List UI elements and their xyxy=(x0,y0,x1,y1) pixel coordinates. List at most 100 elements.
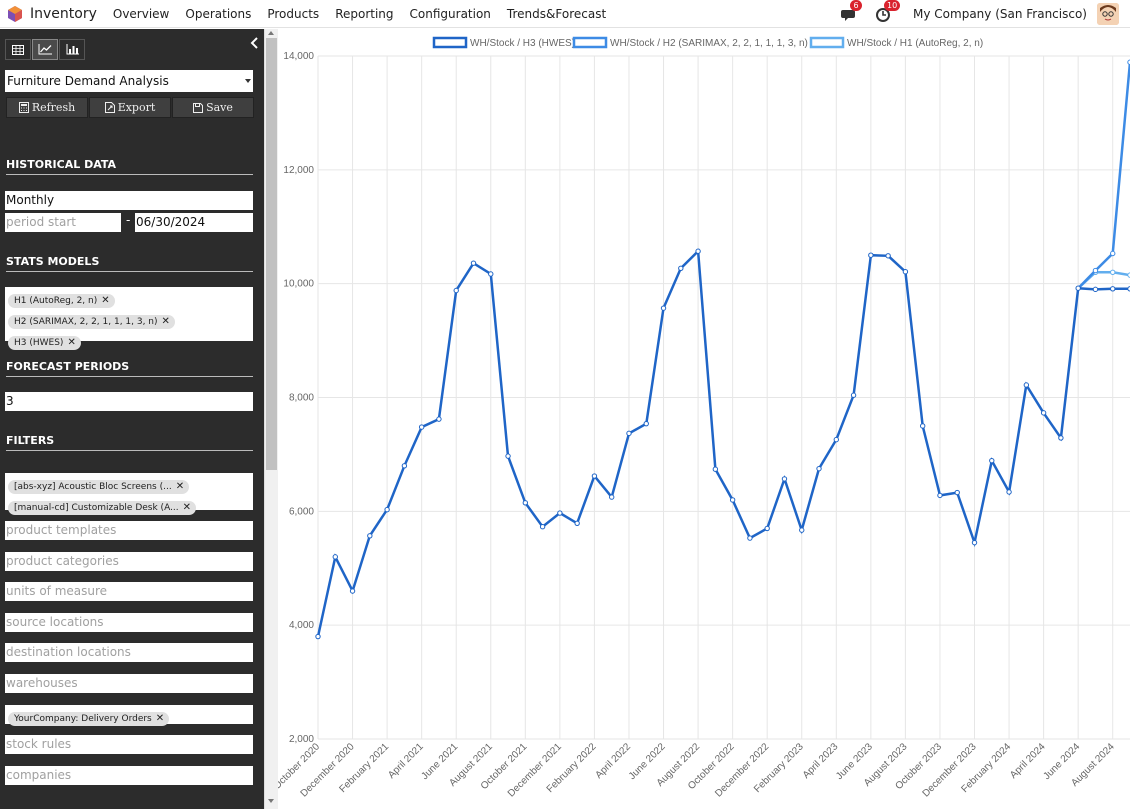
forecast-point xyxy=(1110,250,1116,257)
product-categories-field[interactable]: product categories xyxy=(5,552,253,571)
granularity-field[interactable]: Monthly xyxy=(5,191,253,210)
analysis-select[interactable]: Furniture Demand Analysis xyxy=(5,70,253,92)
data-point xyxy=(1006,489,1012,495)
data-point xyxy=(643,420,649,427)
bar-chart-icon xyxy=(66,44,79,55)
nav-products[interactable]: Products xyxy=(267,6,320,21)
y-tick-label: 2,000 xyxy=(289,734,314,745)
data-point xyxy=(781,476,788,482)
company-switcher[interactable]: My Company (San Francisco) xyxy=(913,7,1087,21)
scroll-down-arrow-icon[interactable] xyxy=(268,799,274,803)
line-chart-view-button[interactable] xyxy=(32,39,58,60)
save-button[interactable]: Save xyxy=(172,97,254,118)
data-point xyxy=(609,494,615,500)
data-point xyxy=(315,633,321,640)
remove-tag-icon[interactable]: ✕ xyxy=(161,316,170,327)
line-chart-icon xyxy=(38,44,52,55)
model-tag: H1 (AutoReg, 2, n) ✕ xyxy=(8,294,115,308)
y-tick-label: 4,000 xyxy=(289,620,314,631)
data-point xyxy=(453,287,459,294)
period-end-field[interactable]: 06/30/2024 xyxy=(135,213,253,232)
remove-tag-icon[interactable]: ✕ xyxy=(101,295,110,306)
app-title[interactable]: Inventory xyxy=(30,5,97,22)
y-tick-label: 6,000 xyxy=(289,506,314,517)
user-avatar[interactable] xyxy=(1097,3,1119,25)
sidebar-scrollbar-thumb[interactable] xyxy=(266,38,277,470)
nav-configuration[interactable]: Configuration xyxy=(409,6,491,21)
legend-swatch xyxy=(572,36,608,49)
data-point xyxy=(505,453,511,459)
remove-tag-icon[interactable]: ✕ xyxy=(182,502,192,513)
forecast-series-line xyxy=(1077,62,1130,290)
legend-label: WH/Stock / H2 (SARIMAX, 2, 2, 1, 1, 1, 3… xyxy=(610,38,808,49)
data-point xyxy=(522,500,529,506)
forecast-periods-heading: FORECAST PERIODS xyxy=(6,360,253,377)
action-buttons: Refresh Export Save xyxy=(6,97,255,118)
remove-tag-icon[interactable]: ✕ xyxy=(67,337,76,348)
data-point xyxy=(1058,435,1064,441)
forecast-point xyxy=(1110,269,1116,275)
data-point xyxy=(1075,285,1081,291)
chart-grid xyxy=(317,55,1130,740)
data-point xyxy=(868,252,874,258)
nav-reporting[interactable]: Reporting xyxy=(335,6,394,21)
scroll-up-arrow-icon[interactable] xyxy=(268,31,274,35)
data-point xyxy=(919,423,926,429)
data-point xyxy=(384,506,390,513)
y-tick-label: 8,000 xyxy=(289,393,314,404)
floppy-disk-icon xyxy=(193,102,204,113)
data-point xyxy=(971,539,978,546)
legend-label: WH/Stock / H1 (AutoReg, 2, n) xyxy=(847,38,983,49)
picking-types-field[interactable]: YourCompany: Delivery Orders ✕ xyxy=(5,705,253,726)
save-label: Save xyxy=(206,101,233,114)
data-point xyxy=(799,527,805,533)
activity-badge: 10 xyxy=(884,0,901,11)
remove-tag-icon[interactable]: ✕ xyxy=(175,481,185,492)
y-axis-ticks: 2,000 4,000 6,000 8,000 10,000 12,000 14,000 xyxy=(283,51,314,745)
bar-chart-view-button[interactable] xyxy=(59,39,85,60)
data-point xyxy=(470,260,477,266)
remove-tag-icon[interactable]: ✕ xyxy=(155,713,165,724)
chart-legend[interactable]: WH/Stock / H3 (HWES) WH/Stock / H2 (SARIM… xyxy=(432,36,983,49)
data-point xyxy=(660,305,667,311)
units-of-measure-field[interactable]: units of measure xyxy=(5,582,253,601)
companies-field[interactable]: companies xyxy=(5,766,253,785)
activity-menu[interactable]: 10 xyxy=(875,0,901,23)
clock-icon xyxy=(876,8,891,22)
data-point xyxy=(539,524,546,530)
nav-operations[interactable]: Operations xyxy=(185,6,252,21)
picking-type-tag: YourCompany: Delivery Orders ✕ xyxy=(8,712,170,726)
data-point xyxy=(367,533,373,539)
export-button[interactable]: Export xyxy=(89,97,171,118)
historical-data-heading: HISTORICAL DATA xyxy=(6,158,253,175)
forecast-sidebar: Furniture Demand Analysis Refresh Export xyxy=(0,29,264,809)
analysis-select-value: Furniture Demand Analysis xyxy=(7,74,169,88)
product-templates-field[interactable]: product templates xyxy=(5,521,253,540)
warehouses-field[interactable]: warehouses xyxy=(5,674,253,693)
forecast-periods-field[interactable]: 3 xyxy=(5,392,253,411)
nav-trends-forecast[interactable]: Trends&Forecast xyxy=(506,6,607,21)
inventory-app-icon[interactable] xyxy=(7,5,23,22)
messaging-menu[interactable]: 6 xyxy=(841,0,863,23)
products-filter-field[interactable]: [abs-xyz] Acoustic Bloc Screens (... ✕ [m… xyxy=(5,473,253,515)
forecast-point xyxy=(1092,286,1099,293)
stock-rules-field[interactable]: stock rules xyxy=(5,735,253,754)
table-view-button[interactable] xyxy=(5,39,31,60)
view-switcher xyxy=(5,39,86,60)
period-start-field[interactable]: period start xyxy=(5,213,121,232)
nav-overview[interactable]: Overview xyxy=(112,6,170,21)
destination-locations-field[interactable]: destination locations xyxy=(5,643,253,662)
refresh-button[interactable]: Refresh xyxy=(6,97,88,118)
top-navbar: Inventory Overview Operations Products R… xyxy=(0,0,1130,28)
data-point xyxy=(591,473,598,479)
data-point xyxy=(349,588,356,594)
collapse-sidebar-icon[interactable] xyxy=(249,37,261,49)
systray: 6 10 My Company (San Francisco) xyxy=(841,0,1130,28)
chat-icon xyxy=(841,10,856,21)
model-tag: H2 (SARIMAX, 2, 2, 1, 1, 1, 3, n) ✕ xyxy=(8,315,175,329)
stats-models-field[interactable]: H1 (AutoReg, 2, n) ✕ H2 (SARIMAX, 2, 2, 1… xyxy=(5,287,253,350)
source-locations-field[interactable]: source locations xyxy=(5,613,253,632)
data-point xyxy=(418,424,425,430)
